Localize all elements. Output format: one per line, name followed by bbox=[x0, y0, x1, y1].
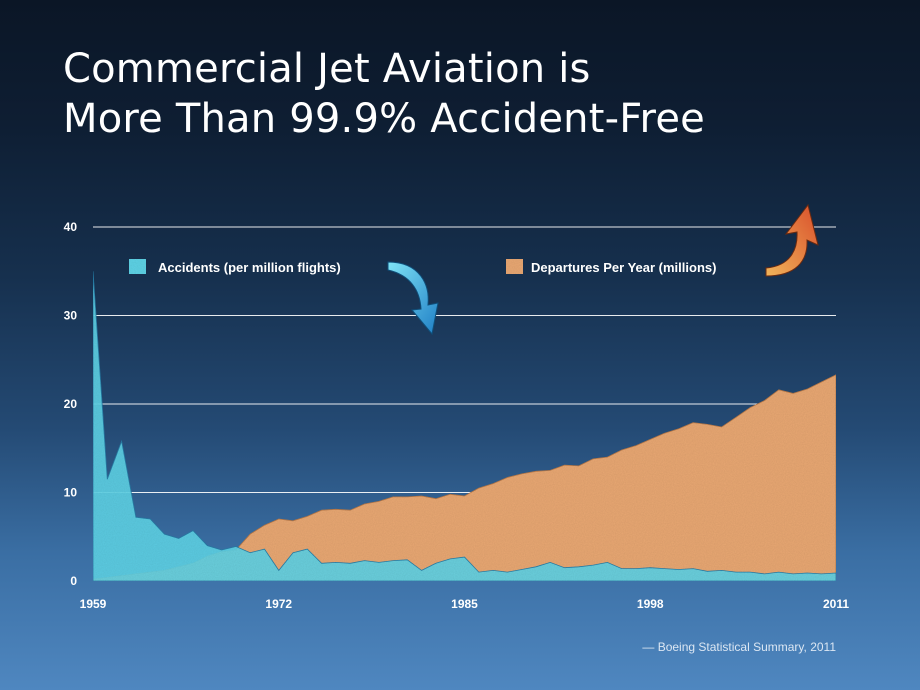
legend-label: Accidents (per million flights) bbox=[158, 260, 341, 275]
title-line-1: Commercial Jet Aviation is bbox=[63, 46, 591, 92]
x-tick-label: 1972 bbox=[265, 597, 292, 611]
y-tick-label: 0 bbox=[70, 574, 77, 588]
y-tick-label: 40 bbox=[64, 220, 78, 234]
y-tick-label: 20 bbox=[64, 397, 78, 411]
down-arrow-icon bbox=[387, 261, 439, 336]
legend-swatch bbox=[506, 259, 523, 274]
x-tick-label: 1985 bbox=[451, 597, 478, 611]
y-axis: 0 10 20 30 40 bbox=[64, 220, 78, 588]
data-areas bbox=[92, 271, 837, 582]
y-tick-label: 10 bbox=[64, 486, 78, 500]
x-tick-label: 2011 bbox=[823, 597, 849, 611]
legend-swatch bbox=[129, 259, 146, 274]
legend-label: Departures Per Year (millions) bbox=[531, 260, 716, 275]
y-tick-label: 30 bbox=[64, 309, 78, 323]
x-axis: 1959 1972 1985 1998 2011 bbox=[80, 597, 850, 611]
legend: Accidents (per million flights) Departure… bbox=[129, 259, 716, 275]
title-line-2: More Than 99.9% Accident-Free bbox=[63, 96, 705, 142]
up-arrow-icon bbox=[765, 203, 819, 277]
slide-title: Commercial Jet Aviation is More Than 99.… bbox=[63, 44, 883, 144]
accidents-area bbox=[92, 271, 837, 582]
source-credit: — Boeing Statistical Summary, 2011 bbox=[642, 640, 836, 654]
x-tick-label: 1959 bbox=[80, 597, 107, 611]
x-tick-label: 1998 bbox=[637, 597, 664, 611]
